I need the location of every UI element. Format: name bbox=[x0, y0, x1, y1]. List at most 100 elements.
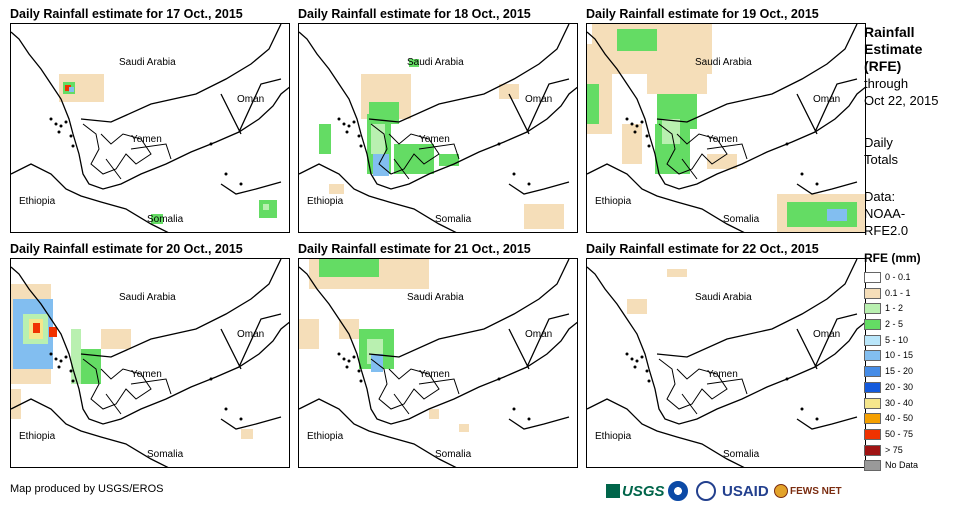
island-mark bbox=[337, 352, 341, 356]
rainfall-patch bbox=[439, 154, 459, 166]
map-label-oman: Oman bbox=[237, 94, 265, 105]
governorate-boundary bbox=[370, 358, 460, 415]
sidebar-daily: Daily bbox=[864, 135, 893, 150]
panel-title-21: Daily Rainfall estimate for 21 Oct., 201… bbox=[298, 242, 531, 256]
rainfall-map-20: Saudi Arabia Oman Yemen Ethiopia Somalia bbox=[10, 258, 290, 468]
rainfall-patch bbox=[319, 124, 331, 154]
country-boundary bbox=[796, 313, 858, 370]
island-mark bbox=[69, 369, 73, 373]
legend-label: 40 - 50 bbox=[885, 413, 914, 424]
rainfall-patch bbox=[263, 204, 269, 210]
map-label-somalia: Somalia bbox=[723, 214, 760, 225]
island-mark bbox=[633, 130, 637, 134]
country-boundary bbox=[220, 313, 282, 370]
island-mark bbox=[54, 122, 58, 126]
rainfall-patch bbox=[101, 329, 131, 349]
island-mark bbox=[630, 357, 634, 361]
map-label-oman: Oman bbox=[813, 329, 841, 340]
rainfall-patch bbox=[394, 144, 434, 174]
island-mark bbox=[209, 142, 213, 146]
rainfall-map-17: Saudi Arabia Oman Yemen Ethiopia Somalia bbox=[10, 23, 290, 233]
rainfall-patch bbox=[339, 319, 359, 339]
island-mark bbox=[71, 144, 75, 148]
legend-label: 5 - 10 bbox=[885, 334, 909, 345]
country-boundary bbox=[796, 416, 858, 430]
map-label-somalia: Somalia bbox=[147, 449, 184, 460]
map-label-yemen: Yemen bbox=[707, 134, 738, 145]
island-mark bbox=[337, 117, 341, 121]
island-mark bbox=[800, 172, 804, 176]
country-boundary bbox=[796, 78, 858, 135]
legend-swatch bbox=[864, 397, 881, 409]
map-canvas bbox=[587, 259, 865, 467]
seal-icon bbox=[696, 481, 716, 501]
island-mark bbox=[497, 142, 501, 146]
map-canvas bbox=[11, 259, 289, 467]
rainfall-patch bbox=[667, 269, 687, 277]
map-label-ethiopia: Ethiopia bbox=[595, 431, 632, 442]
rainfall-patch bbox=[499, 84, 519, 99]
island-mark bbox=[64, 120, 68, 124]
map-label-ethiopia: Ethiopia bbox=[307, 431, 344, 442]
panel-title-17: Daily Rainfall estimate for 17 Oct., 201… bbox=[10, 7, 243, 21]
country-boundary bbox=[656, 259, 858, 358]
rainfall-patch bbox=[65, 85, 71, 91]
rainfall-patch bbox=[241, 429, 253, 439]
island-mark bbox=[64, 355, 68, 359]
island-mark bbox=[54, 357, 58, 361]
map-label-somalia: Somalia bbox=[435, 449, 472, 460]
island-mark bbox=[239, 182, 243, 186]
legend-swatch bbox=[864, 334, 881, 346]
country-boundary bbox=[220, 181, 282, 195]
island-mark bbox=[512, 407, 516, 411]
rainfall-map-22: Saudi Arabia Oman Yemen Ethiopia Somalia bbox=[586, 258, 866, 468]
country-boundary bbox=[299, 398, 457, 467]
rainfall-patch bbox=[409, 59, 419, 67]
island-mark bbox=[69, 134, 73, 138]
rainfall-map-21: Saudi Arabia Oman Yemen Ethiopia Somalia bbox=[298, 258, 578, 468]
island-mark bbox=[800, 407, 804, 411]
island-mark bbox=[640, 355, 644, 359]
map-label-yemen: Yemen bbox=[131, 369, 162, 380]
rainfall-patch bbox=[151, 214, 163, 224]
island-mark bbox=[640, 120, 644, 124]
governorate-boundary bbox=[658, 123, 748, 180]
legend-swatch bbox=[864, 428, 881, 440]
rainfall-patch bbox=[299, 319, 319, 349]
legend-label: 0.1 - 1 bbox=[885, 287, 911, 298]
rainfall-patch bbox=[319, 259, 379, 277]
island-mark bbox=[633, 365, 637, 369]
country-boundary bbox=[299, 31, 577, 190]
island-mark bbox=[352, 120, 356, 124]
usaid-logo: USAID bbox=[722, 480, 769, 502]
legend-label: 2 - 5 bbox=[885, 319, 904, 330]
island-mark bbox=[625, 117, 629, 121]
rainfall-map-19: Saudi Arabia Oman Yemen Ethiopia Somalia bbox=[586, 23, 866, 233]
legend-swatch bbox=[864, 381, 881, 393]
legend-swatch bbox=[864, 460, 881, 472]
rainfall-patch bbox=[827, 209, 847, 221]
sidebar-title-line2: Estimate bbox=[864, 41, 923, 57]
fewsnet-logo-text: FEWS NET bbox=[790, 485, 842, 497]
panel-title-22: Daily Rainfall estimate for 22 Oct., 201… bbox=[586, 242, 819, 256]
country-boundary bbox=[368, 24, 570, 123]
rainfall-patch bbox=[459, 424, 469, 432]
map-label-saudi: Saudi Arabia bbox=[695, 57, 752, 68]
island-mark bbox=[527, 182, 531, 186]
country-boundary bbox=[587, 398, 745, 467]
map-canvas bbox=[11, 24, 289, 232]
governorate-boundary bbox=[658, 358, 748, 415]
island-mark bbox=[785, 142, 789, 146]
legend-swatch bbox=[864, 287, 881, 299]
noaa-logo bbox=[668, 480, 688, 502]
map-label-yemen: Yemen bbox=[131, 134, 162, 145]
map-label-saudi: Saudi Arabia bbox=[119, 57, 176, 68]
rainfall-patch bbox=[662, 119, 680, 144]
island-mark bbox=[625, 352, 629, 356]
panel-title-18: Daily Rainfall estimate for 18 Oct., 201… bbox=[298, 7, 531, 21]
map-label-saudi: Saudi Arabia bbox=[407, 292, 464, 303]
legend-swatch bbox=[864, 444, 881, 456]
map-label-oman: Oman bbox=[813, 94, 841, 105]
map-label-ethiopia: Ethiopia bbox=[19, 431, 56, 442]
island-mark bbox=[59, 359, 63, 363]
